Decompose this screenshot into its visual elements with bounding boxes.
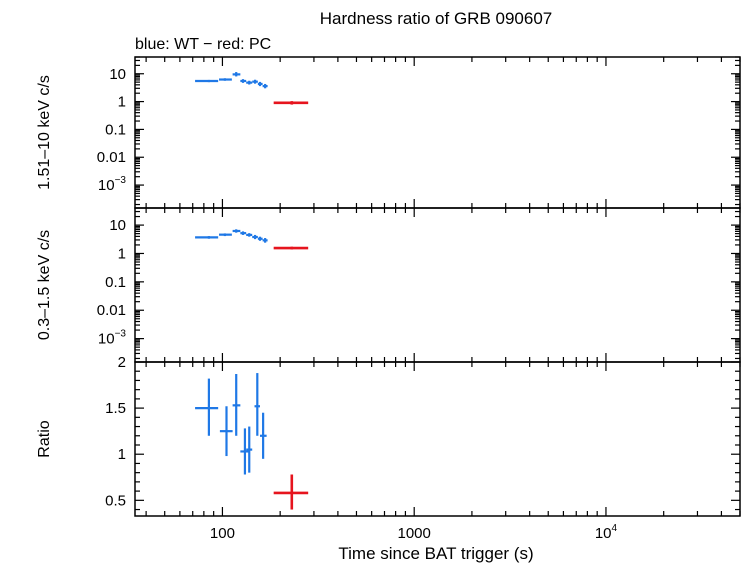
data-point — [257, 236, 263, 241]
y-tick-label: 0.01 — [97, 302, 126, 319]
x-axis-label: Time since BAT trigger (s) — [338, 544, 533, 563]
x-tick-label: 104 — [595, 523, 618, 542]
series-wt — [195, 229, 268, 243]
y-tick-label: 0.1 — [105, 121, 126, 138]
data-point — [262, 83, 268, 89]
data-point — [195, 378, 219, 436]
y-tick-label: 1.5 — [105, 400, 126, 417]
y-ticks — [135, 56, 740, 206]
series-wt — [195, 72, 268, 89]
data-point — [232, 229, 241, 233]
data-point — [240, 231, 247, 235]
y-axis-label: 0.3–1.5 keV c/s — [36, 230, 53, 340]
data-point — [273, 474, 309, 510]
y-tick-label-exponent: −3 — [115, 175, 127, 186]
data-point — [252, 79, 258, 84]
y-axis-label: 1.51–10 keV c/s — [36, 75, 53, 190]
y-tick-label: 10−3 — [98, 175, 127, 194]
series-pc — [273, 474, 309, 510]
data-point — [232, 373, 241, 436]
y-tick-label-base: 1 — [118, 94, 126, 111]
y-tick-label: 10−3 — [98, 329, 127, 348]
data-point — [219, 78, 232, 81]
data-point — [219, 233, 232, 237]
data-point — [219, 406, 233, 457]
y-tick-label: 1 — [118, 94, 126, 111]
y-tick-label-base: 1 — [118, 446, 126, 463]
y-tick-label-base: 10 — [109, 217, 126, 234]
y-tick-label-base: 1 — [118, 245, 126, 262]
y-tick-label: 2 — [118, 354, 126, 371]
x-tick-label-base: 100 — [210, 525, 235, 542]
data-point — [257, 81, 263, 87]
data-point — [195, 236, 219, 239]
y-tick-label-exponent: −3 — [115, 329, 127, 340]
panel-frame — [134, 207, 741, 363]
y-tick-label-base: 0.1 — [105, 121, 126, 138]
x-ticks — [145, 57, 741, 208]
data-point — [246, 80, 253, 85]
data-point — [240, 428, 250, 475]
y-tick-label: 0.1 — [105, 274, 126, 291]
series-pc — [273, 246, 309, 250]
y-tick-label-base: 0.1 — [105, 274, 126, 291]
y-tick-label: 1 — [118, 245, 126, 262]
x-tick-label-base: 10 — [595, 525, 612, 542]
x-ticks — [145, 362, 741, 516]
y-tick-label: 10 — [109, 66, 126, 83]
y-ticks — [135, 207, 740, 360]
data-point — [246, 233, 253, 237]
panel-frame — [134, 361, 741, 517]
data-point — [259, 412, 267, 459]
data-point — [252, 234, 258, 240]
y-tick-label: 0.5 — [105, 492, 126, 509]
y-tick-label-base: 10 — [98, 331, 115, 348]
chart-title: Hardness ratio of GRB 090607 — [320, 9, 552, 28]
series-wt — [195, 373, 267, 475]
data-point — [195, 79, 219, 83]
y-axis-label: Ratio — [36, 420, 53, 457]
data-point — [232, 72, 241, 77]
data-point — [246, 426, 253, 473]
y-tick-label: 10 — [109, 217, 126, 234]
series-pc — [273, 101, 309, 105]
panel-ratio: 0.5 1 1.5 2 Ratio — [36, 354, 741, 517]
data-point — [240, 79, 247, 83]
y-tick-label: 0.01 — [97, 149, 126, 166]
y-ticks — [135, 361, 740, 511]
x-tick-label-base: 1000 — [398, 525, 431, 542]
x-tick-label: 100 — [210, 525, 235, 542]
data-point — [273, 101, 309, 105]
y-tick-label-base: 0.01 — [97, 149, 126, 166]
x-tick-label-exponent: 4 — [612, 523, 618, 534]
data-point — [273, 246, 309, 250]
y-tick-label-base: 10 — [98, 177, 115, 194]
y-tick-label-base: 0.5 — [105, 492, 126, 509]
x-ticks — [145, 208, 741, 362]
x-tick-labels: 100 1000 104 — [210, 523, 618, 542]
chart-subtitle: blue: WT − red: PC — [135, 36, 271, 53]
data-point — [254, 373, 260, 436]
y-tick-label-base: 0.01 — [97, 302, 126, 319]
y-tick-label: 1 — [118, 446, 126, 463]
data-point — [262, 238, 268, 243]
y-tick-label-base: 2 — [118, 354, 126, 371]
y-tick-label-base: 10 — [109, 66, 126, 83]
x-tick-label: 1000 — [398, 525, 431, 542]
y-tick-label-base: 1.5 — [105, 400, 126, 417]
